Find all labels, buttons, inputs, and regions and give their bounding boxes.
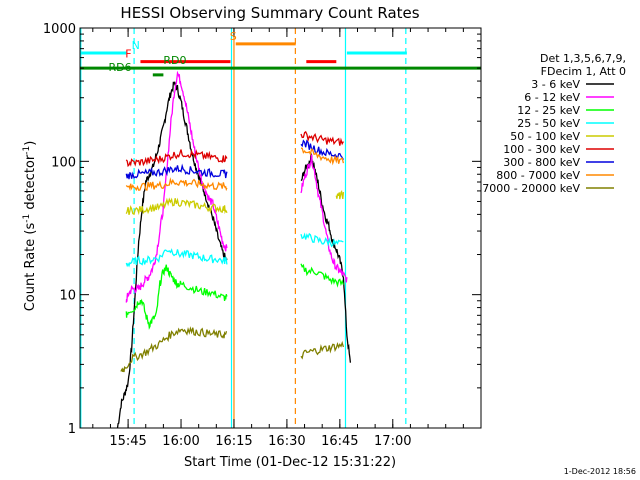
series-line-1-0 (125, 70, 228, 303)
chart-title: HESSI Observing Summary Count Rates (120, 4, 419, 22)
series-line-2-1 (300, 263, 345, 288)
series-line-2-0 (125, 264, 228, 330)
series-line-4-1 (335, 189, 345, 200)
legend: Det 1,3,5,6,7,9,FDecim 1, Att 03 - 6 keV… (482, 52, 626, 195)
series-line-4-0 (125, 197, 228, 216)
x-tick-label-2: 16:15 (215, 434, 252, 449)
footer-timestamp: 1-Dec-2012 18:56 (564, 467, 636, 476)
series-line-8-0 (120, 326, 227, 373)
legend-header-0: Det 1,3,5,6,7,9, (540, 52, 626, 65)
y-tick-label-0: 1 (68, 422, 76, 437)
plot-area: 15:45 16:00 16:15 16:30 16:45 17:00 1 10 100 1000… (43, 22, 482, 449)
plot-inner (80, 28, 481, 428)
y-tick-label-1: 10 (59, 289, 76, 304)
flag-label-n: N (132, 39, 140, 52)
legend-label-7: 800 - 7000 keV (496, 169, 580, 182)
series-line-0-0 (116, 81, 228, 428)
flag-label-s: S (230, 30, 237, 43)
series-line-7-1 (300, 147, 345, 166)
legend-label-8: 7000 - 20000 keV (482, 182, 580, 195)
series-line-5-1 (300, 130, 344, 146)
series-line-1-1 (300, 154, 348, 283)
x-tick-label-3: 16:30 (268, 434, 305, 449)
y-tick-label-2: 100 (51, 155, 76, 170)
y-axis-label: Count Rate (s-1 detector-1) (22, 141, 38, 312)
legend-label-3: 25 - 50 keV (517, 117, 580, 130)
x-tick-label-0: 15:45 (109, 434, 146, 449)
series-line-0-1 (300, 153, 352, 363)
legend-label-5: 100 - 300 keV (503, 143, 580, 156)
series-line-6-0 (125, 163, 228, 180)
series-line-3-1 (300, 232, 344, 248)
legend-label-1: 6 - 12 keV (524, 91, 580, 104)
flag-label-rd0: RD0 (163, 54, 186, 67)
series-line-5-0 (125, 149, 228, 168)
legend-label-2: 12 - 25 keV (517, 104, 580, 117)
legend-header-1: FDecim 1, Att 0 (541, 65, 626, 78)
series-line-6-1 (300, 139, 344, 161)
x-tick-label-1: 16:00 (162, 434, 199, 449)
legend-label-4: 50 - 100 keV (510, 130, 580, 143)
series-line-7-0 (125, 177, 228, 192)
flag-label-rd6: RD6 (109, 61, 132, 74)
flag-label-f: F (125, 48, 131, 61)
y-tick-label-3: 1000 (43, 22, 76, 37)
x-axis-label: Start Time (01-Dec-12 15:31:22) (184, 455, 396, 470)
series-line-8-1 (300, 340, 345, 360)
x-tick-label-5: 17:00 (374, 434, 411, 449)
plot-frame (79, 27, 482, 429)
legend-label-6: 300 - 800 keV (503, 156, 580, 169)
x-tick-label-4: 16:45 (321, 434, 358, 449)
series-line-3-0 (125, 248, 228, 268)
legend-label-0: 3 - 6 keV (531, 78, 580, 91)
